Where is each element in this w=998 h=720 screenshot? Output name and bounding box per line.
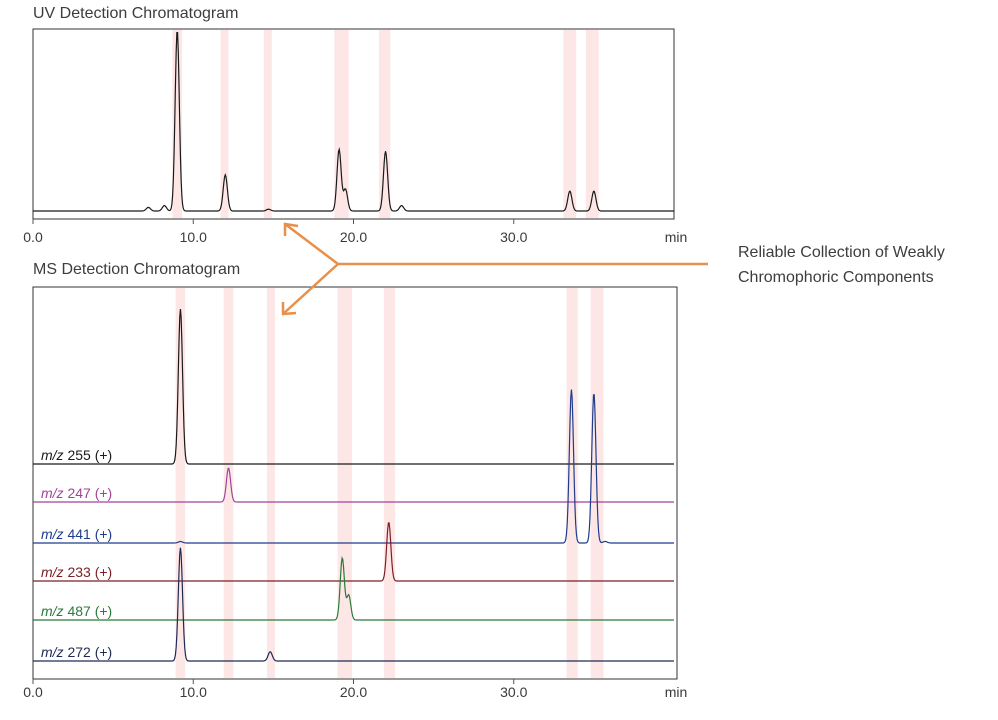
ms-trace-label-5: m/z 487 (+) bbox=[41, 603, 112, 619]
highlight-band-1 bbox=[172, 30, 182, 218]
ms-trace-2 bbox=[33, 467, 674, 503]
ms-trace-label-1: m/z 255 (+) bbox=[41, 447, 112, 463]
uv-chart-title: UV Detection Chromatogram bbox=[33, 5, 239, 22]
highlight-band-4 bbox=[334, 30, 349, 218]
ms-trace-3 bbox=[33, 389, 674, 544]
uv-tick-label-3: 20.0 bbox=[340, 229, 367, 245]
highlight-band-6 bbox=[563, 30, 577, 218]
highlight-band-3 bbox=[263, 30, 272, 218]
uv-tick-label-4: 30.0 bbox=[500, 229, 527, 245]
callout-line-2: Chromophoric Components bbox=[738, 269, 934, 286]
highlight-band-6 bbox=[566, 288, 578, 678]
uv-chart: 0.0 10.0 20.0 30.0 min bbox=[23, 28, 688, 245]
ms-trace-6 bbox=[33, 547, 674, 662]
ms-chart: m/z 255 (+) m/z 247 (+) m/z 441 (+) m/z 233… bbox=[23, 286, 688, 700]
highlight-band-5 bbox=[379, 30, 391, 218]
uv-tick-label-2: 10.0 bbox=[180, 229, 207, 245]
ms-plot-frame bbox=[32, 286, 678, 680]
ms-tick-label-2: 10.0 bbox=[180, 684, 207, 700]
ms-tick-label-4: 30.0 bbox=[500, 684, 527, 700]
ms-trace-4 bbox=[33, 522, 674, 582]
highlight-band-1 bbox=[175, 288, 186, 678]
ms-tick-label-3: 20.0 bbox=[340, 684, 367, 700]
callout-arrowhead-down bbox=[281, 302, 297, 316]
uv-plot-frame bbox=[32, 28, 675, 220]
callout-arrowhead-up bbox=[283, 222, 299, 236]
ms-x-unit-label: min bbox=[665, 684, 688, 700]
highlight-band-2 bbox=[220, 30, 229, 218]
ms-tick-label-1: 0.0 bbox=[23, 684, 43, 700]
uv-tick-label-1: 0.0 bbox=[23, 229, 43, 245]
callout-arrows bbox=[281, 222, 708, 316]
uv-trace bbox=[33, 32, 674, 212]
highlight-band-4 bbox=[337, 288, 352, 678]
highlight-band-7 bbox=[585, 30, 599, 218]
highlight-band-3 bbox=[267, 288, 275, 678]
ms-trace-label-2: m/z 247 (+) bbox=[41, 485, 112, 501]
ms-trace-label-4: m/z 233 (+) bbox=[41, 564, 112, 580]
ms-trace-1 bbox=[33, 308, 674, 465]
callout-line-1: Reliable Collection of Weakly bbox=[738, 244, 945, 261]
ms-trace-label-3: m/z 441 (+) bbox=[41, 526, 112, 542]
ms-chart-title: MS Detection Chromatogram bbox=[33, 261, 241, 278]
ms-trace-5 bbox=[33, 556, 674, 621]
ms-trace-label-6: m/z 272 (+) bbox=[41, 644, 112, 660]
callout-text: Reliable Collection of Weakly Chromophor… bbox=[738, 240, 945, 290]
callout-arrow-up-shaft bbox=[284, 223, 339, 265]
uv-x-unit-label: min bbox=[665, 229, 688, 245]
highlight-band-5 bbox=[383, 288, 396, 678]
callout-arrow-down-shaft bbox=[282, 263, 339, 315]
highlight-band-2 bbox=[223, 288, 234, 678]
